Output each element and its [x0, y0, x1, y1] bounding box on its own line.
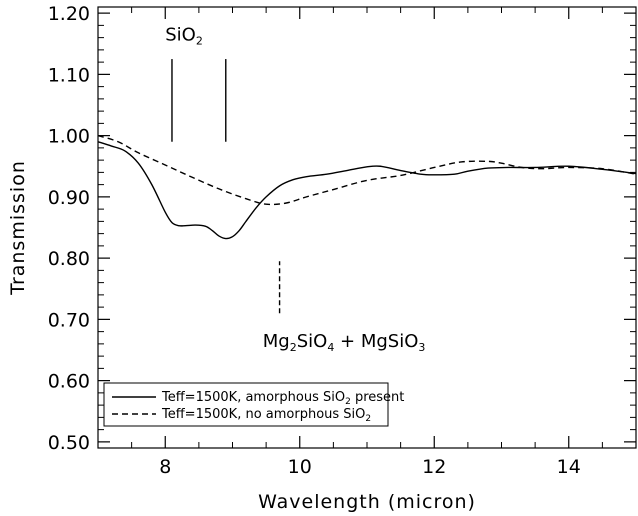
legend-text-part: Teff=1500K, no amorphous SiO [161, 407, 365, 422]
series-line-no-sio2 [98, 134, 636, 206]
x-tick-label: 8 [159, 456, 171, 478]
axes [97, 6, 637, 449]
y-tick-label: 0.60 [48, 371, 90, 393]
y-tick-label: 0.90 [48, 187, 90, 209]
x-tick-label: 10 [288, 456, 312, 478]
y-tick-label: 0.80 [48, 248, 90, 270]
mg-label: Mg2SiO4 + MgSiO3 [263, 331, 426, 354]
legend-box [103, 382, 389, 427]
plot-frame [97, 6, 637, 449]
sio2-label: SiO2 [165, 25, 203, 48]
legend-entry-label: Teff=1500K, amorphous SiO2 present [161, 390, 404, 407]
series-line-sio2-present [98, 141, 636, 240]
series [98, 134, 636, 240]
y-tick-label: 0.70 [48, 309, 90, 331]
annot-subscript: 4 [327, 341, 334, 354]
y-tick-label: 1.20 [48, 3, 90, 25]
x-tick-label: 14 [557, 456, 581, 478]
annot-text: Mg [263, 331, 290, 352]
legend: Teff=1500K, amorphous SiO2 presentTeff=1… [103, 382, 404, 427]
y-tick-label: 0.50 [48, 432, 90, 454]
annot-text: + MgSiO [334, 331, 418, 352]
legend-text-part: Teff=1500K, amorphous SiO [161, 390, 345, 405]
y-tick-label: 1.10 [48, 64, 90, 86]
annot-subscript: 2 [290, 341, 297, 354]
annot-text: SiO [297, 331, 328, 352]
annot-text: SiO [165, 25, 196, 46]
x-tick-label: 12 [422, 456, 446, 478]
x-axis-title: Wavelength (micron) [258, 491, 476, 513]
legend-subscript: 2 [365, 414, 371, 424]
y-axis-title: Transmission [7, 160, 29, 296]
y-tick-label: 1.00 [48, 126, 90, 148]
legend-subscript: 2 [345, 397, 351, 407]
legend-text-part: present [351, 390, 405, 405]
legend-entry-label: Teff=1500K, no amorphous SiO2 [161, 407, 371, 424]
annot-subscript: 3 [418, 341, 425, 354]
ticks: 8 10 12 14 0.50 0.60 0.70 0.80 0.90 1.00 1.10 1.20 [48, 3, 637, 478]
annot-subscript: 2 [196, 35, 203, 48]
